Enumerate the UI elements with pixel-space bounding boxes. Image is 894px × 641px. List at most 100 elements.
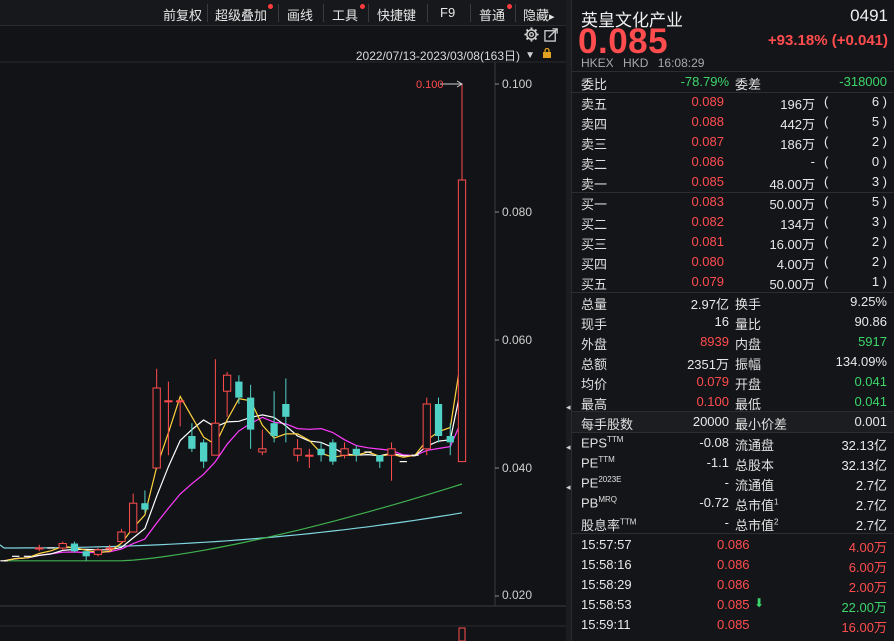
stats-row: 现手 16 量比 90.86 [572, 312, 894, 332]
fundamental-row: 股息率TTM - 总市值2 2.7亿 [572, 513, 894, 533]
collapse-arrow-icon[interactable]: ◂ [566, 482, 571, 492]
candle-body-down [376, 455, 384, 462]
order-paren: ( [824, 134, 829, 149]
stats-row: 总量 2.97亿 换手 9.25% [572, 292, 894, 312]
toolbar-item-tools[interactable]: 工具 [332, 8, 359, 23]
exchange-label: HKEX [581, 56, 614, 70]
fundamental-value: 2.7亿 [855, 478, 887, 493]
fundamental-name: 流通值 [735, 478, 775, 493]
candle-body-down [446, 436, 454, 443]
stat-label: 振幅 [735, 357, 762, 372]
order-book-row[interactable]: 卖三 0.087 186万 (2 ) [572, 132, 894, 152]
order-count: 2 ) [871, 254, 887, 269]
candle-body-up [387, 448, 396, 456]
order-paren: ( [824, 274, 829, 289]
tick-row[interactable]: 15:59:11 0.085 16.00万 [572, 615, 894, 635]
toolbar-item-adjust[interactable]: 前复权 [163, 8, 203, 23]
candle-body-down [200, 442, 208, 462]
tick-price: 0.085 [717, 597, 750, 612]
panel-collapse-arrows[interactable]: ◂ ◂ ◂ [566, 402, 574, 522]
order-book-row[interactable]: 卖一 0.085 48.00万 (3 ) [572, 172, 894, 192]
down-arrow-icon: ⬇ [754, 596, 765, 610]
tick-row[interactable]: 15:57:57 0.086 4.00万 [572, 535, 894, 555]
toolbar-item-overlay[interactable]: 超级叠加 [215, 8, 268, 23]
candle-body-up [58, 543, 67, 549]
stat-value: 9.25% [850, 294, 887, 309]
tick-volume: 4.00万 [848, 540, 887, 555]
candle-body-up [117, 531, 126, 543]
order-book-row[interactable]: 买四 0.080 4.00万 (2 ) [572, 252, 894, 272]
tick-row[interactable]: 15:58:53 0.085 ⬇ 22.00万 [572, 595, 894, 615]
dropdown-arrow-icon[interactable]: ▼ [525, 50, 535, 61]
fundamental-name: PE [581, 455, 599, 471]
order-paren: ( [824, 114, 829, 129]
order-volume: 50.00万 [769, 277, 815, 292]
order-book-row[interactable]: 买一 0.083 50.00万 (5 ) [572, 192, 894, 212]
fundamental-value: -0.08 [699, 435, 729, 450]
candle-body-up [340, 448, 349, 456]
stat-label: 最低 [735, 397, 762, 412]
stat-label: 外盘 [581, 337, 608, 352]
gear-icon[interactable] [524, 27, 539, 42]
order-level-label: 卖三 [581, 137, 608, 152]
order-price: 0.088 [691, 114, 724, 129]
candlestick-plot[interactable]: 0.100 [0, 0, 566, 641]
panel-splitter[interactable] [566, 0, 571, 641]
toolbar-separator [515, 4, 516, 22]
order-count: 5 ) [871, 194, 887, 209]
stock-code[interactable]: 0491 [850, 6, 888, 25]
fundamental-suffix: TTM [620, 517, 637, 527]
restore-window-icon[interactable] [544, 27, 559, 42]
order-volume: 16.00万 [769, 237, 815, 252]
tick-time: 15:59:11 [581, 617, 631, 632]
fundamental-name: 总市值 [735, 498, 775, 513]
fundamental-suffix: MRQ [598, 495, 618, 504]
toolbar-item-normal[interactable]: 普通 [479, 8, 506, 23]
quote-time: 16:08:29 [657, 56, 705, 70]
y-tick-label: 0.060 [502, 333, 533, 347]
date-range-label[interactable]: 2022/07/13-2023/03/08(163日) [355, 49, 520, 63]
order-book-row[interactable]: 卖四 0.088 442万 (5 ) [572, 112, 894, 132]
fundamental-name: 流通盘 [735, 438, 775, 453]
order-count: 5 ) [871, 114, 887, 129]
order-volume: 48.00万 [769, 177, 815, 192]
tick-time: 15:58:53 [581, 597, 632, 612]
collapse-arrow-icon[interactable]: ◂ [566, 442, 571, 452]
order-book-row[interactable]: 卖五 0.089 196万 (6 ) [572, 92, 894, 112]
order-book-row[interactable]: 买三 0.081 16.00万 (2 ) [572, 232, 894, 252]
fundamental-label: PE2023E [581, 475, 621, 490]
stats-row: 外盘 8939 内盘 5917 [572, 332, 894, 352]
order-volume: - [810, 154, 815, 169]
order-level-label: 卖四 [581, 117, 608, 132]
y-tick-label: 0.020 [502, 588, 533, 602]
fundamental-name: PE [581, 475, 599, 491]
order-book-row[interactable]: 买二 0.082 134万 (3 ) [572, 212, 894, 232]
candle-body-up [152, 387, 161, 469]
toolbar-item-draw[interactable]: 画线 [287, 8, 314, 23]
lot-size-row: 每手股数 20000 最小价差 0.001 [572, 412, 894, 432]
stat-value: 0.079 [696, 374, 729, 389]
stat-label: 总额 [581, 357, 608, 372]
tick-row[interactable]: 15:58:16 0.086 6.00万 [572, 555, 894, 575]
fundamental-name: 总市值 [735, 518, 775, 533]
order-book-row[interactable]: 卖二 0.086 -(0 ) [572, 152, 894, 172]
toolbar-item-f9[interactable]: F9 [440, 5, 456, 20]
toolbar-separator [207, 4, 208, 22]
toolbar-item-shortcuts[interactable]: 快捷键 [377, 8, 417, 23]
stock-name[interactable]: 英皇文化产业 [581, 11, 683, 30]
y-tick-label: 0.100 [502, 77, 533, 91]
order-level-label: 买一 [581, 197, 608, 212]
order-count: 3 ) [871, 174, 887, 189]
candle-body-up [211, 422, 220, 456]
order-book-row[interactable]: 买五 0.079 50.00万 (1 ) [572, 272, 894, 292]
order-paren: ( [824, 174, 829, 189]
stat-label: 开盘 [735, 377, 762, 392]
lock-icon[interactable] [542, 48, 552, 58]
fundamental-name: 总股本 [735, 458, 775, 473]
toolbar-item-hide[interactable]: 隐藏▸ [523, 8, 555, 23]
candle-body-down [141, 503, 149, 510]
max-price-label: 0.100 [416, 79, 444, 91]
kline-chart[interactable]: 0.100 前复权 超级叠加 画线 工具 快捷键 F9 普通 隐藏▸ 2022/… [0, 0, 566, 641]
tick-row[interactable]: 15:58:29 0.086 2.00万 [572, 575, 894, 595]
collapse-arrow-icon[interactable]: ◂ [566, 402, 571, 412]
